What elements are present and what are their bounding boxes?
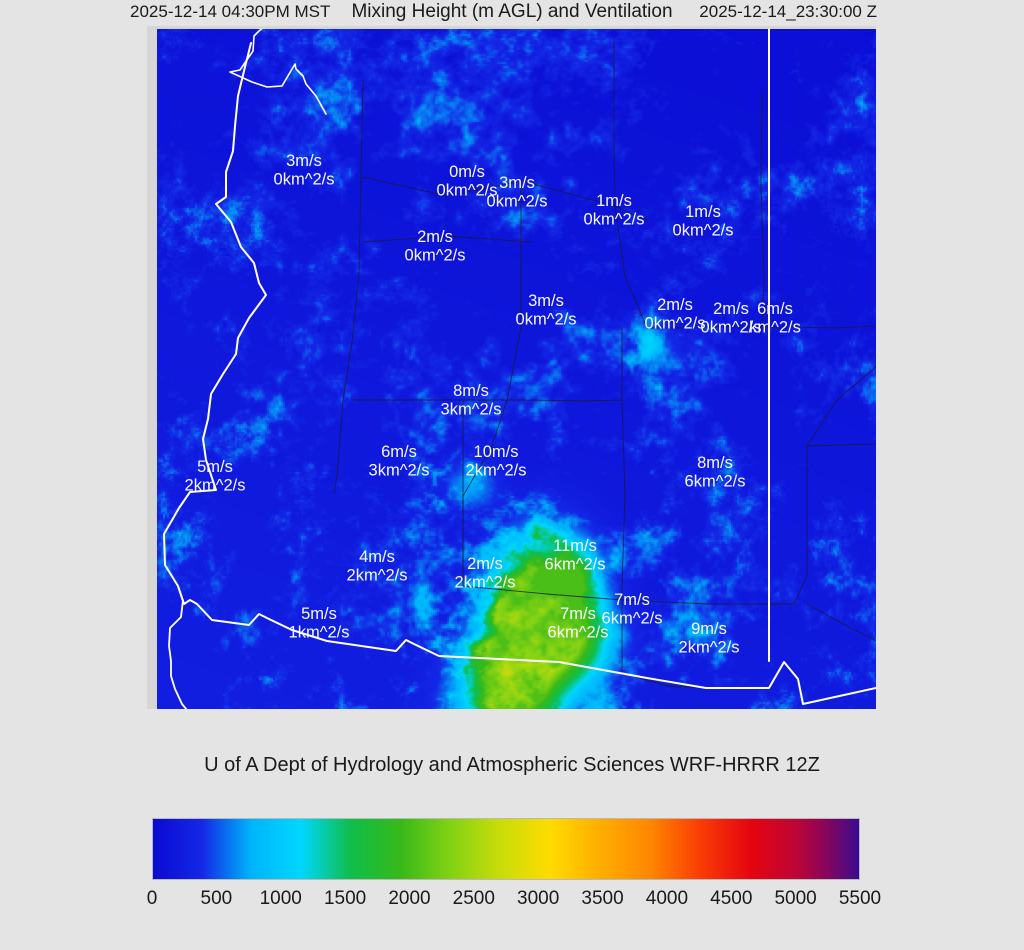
svg-text:6m/skm^2/s: 6m/s km^2/s [749, 300, 801, 337]
